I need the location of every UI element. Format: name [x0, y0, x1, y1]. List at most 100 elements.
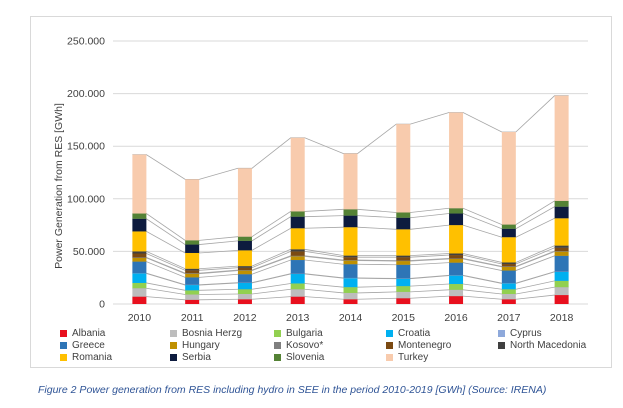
legend-swatch: [386, 342, 393, 349]
bar-segment: [554, 271, 569, 281]
legend-item: Greece: [60, 340, 105, 351]
legend-label: Bulgaria: [286, 328, 323, 339]
legend-swatch: [386, 330, 393, 337]
bar-segment: [185, 244, 200, 253]
bars: [132, 95, 569, 304]
bar-segment: [554, 218, 569, 246]
bar-segment: [449, 289, 464, 297]
legend-swatch: [274, 354, 281, 361]
bar-segment: [449, 275, 464, 285]
y-tick-label: 250.000: [67, 36, 105, 48]
bar-segment: [132, 253, 147, 258]
legend-item: Croatia: [386, 328, 430, 339]
bar-segment: [237, 274, 252, 283]
x-tick-label: 2010: [128, 312, 152, 324]
bar-segment: [554, 247, 569, 252]
bar-segment: [290, 283, 305, 290]
bar-segment: [396, 124, 411, 213]
bar-segment: [343, 227, 358, 256]
bar-segment: [449, 284, 464, 290]
bar-segment: [343, 153, 358, 210]
bar-segment: [185, 273, 200, 278]
x-tick-label: 2016: [444, 312, 468, 324]
axis-ticks: 0 50.000 100.000 150.000 200.000 250.000 2010 2…: [67, 36, 573, 325]
legend-item: Albania: [60, 328, 105, 339]
bar-segment: [343, 215, 358, 228]
bar-segment: [132, 288, 147, 297]
bar-segment: [290, 296, 305, 304]
bar-segment: [554, 245, 569, 248]
legend-item: Serbia: [170, 352, 211, 363]
bar-segment: [185, 290, 200, 295]
bar-segment: [185, 285, 200, 291]
y-tick-label: 150.000: [67, 141, 105, 153]
legend-swatch: [60, 342, 67, 349]
bar-segment: [343, 264, 358, 278]
bar-segment: [237, 299, 252, 304]
legend-swatch: [274, 342, 281, 349]
bar-segment: [396, 229, 411, 256]
bar-segment: [501, 270, 516, 284]
bar-segment: [449, 208, 464, 214]
bar-segment: [343, 278, 358, 288]
bar-segment: [396, 217, 411, 230]
legend-swatch: [170, 342, 177, 349]
bar-segment: [132, 257, 147, 258]
legend-item: Cyprus: [498, 328, 542, 339]
bar-segment: [343, 257, 358, 261]
legend-label: Serbia: [182, 352, 211, 363]
bar-segment: [237, 240, 252, 251]
legend-label: Turkey: [398, 352, 429, 363]
legend-swatch: [386, 354, 393, 361]
bar-segment: [132, 257, 147, 262]
bar-segment: [343, 260, 358, 261]
legend-item: Bulgaria: [274, 328, 323, 339]
bar-segment: [290, 255, 305, 257]
bar-segment: [237, 294, 252, 300]
bar-segment: [237, 168, 252, 237]
bar-segment: [449, 255, 464, 259]
bar-segment: [501, 289, 516, 295]
bar-segment: [554, 206, 569, 219]
bar-segment: [449, 258, 464, 263]
bar-segment: [501, 262, 516, 265]
legend-label: Hungary: [182, 340, 220, 351]
legend-label: Montenegro: [398, 340, 452, 351]
bar-segment: [237, 289, 252, 295]
bar-segment: [554, 255, 569, 272]
legend-label: Romania: [72, 352, 113, 363]
bar-segment: [185, 299, 200, 304]
bar-segment: [290, 260, 305, 274]
bar-segment: [396, 255, 411, 258]
legend-item: Hungary: [170, 340, 220, 351]
bar-segment: [554, 287, 569, 296]
bar-segment: [554, 95, 569, 201]
bar-segment: [449, 258, 464, 259]
legend-item: North Macedonia: [498, 340, 586, 351]
bar-segment: [237, 236, 252, 241]
bar-segment: [237, 250, 252, 267]
legend-swatch: [170, 330, 177, 337]
bar-segment: [185, 277, 200, 285]
x-tick-label: 2017: [497, 312, 521, 324]
bar-segment: [290, 289, 305, 297]
legend-item: Bosnia Herzg: [170, 328, 242, 339]
bar-segment: [396, 257, 411, 261]
bar-segment: [343, 292, 358, 300]
legend-label: Kosovo*: [286, 340, 324, 351]
bar-segment: [290, 216, 305, 229]
bar-segment: [343, 299, 358, 304]
bar-segment: [501, 266, 516, 267]
legend-label: Bosnia Herzg: [182, 328, 243, 339]
bar-segment: [290, 228, 305, 250]
bar-segment: [501, 237, 516, 263]
x-tick-label: 2015: [392, 312, 416, 324]
x-tick-label: 2013: [286, 312, 310, 324]
bar-segment: [501, 266, 516, 271]
legend-label: Cyprus: [510, 328, 542, 339]
legend-label: Albania: [72, 328, 106, 339]
bar-segment: [501, 131, 516, 225]
legend-swatch: [170, 354, 177, 361]
legend-item: Montenegro: [386, 340, 451, 351]
bar-segment: [343, 260, 358, 265]
